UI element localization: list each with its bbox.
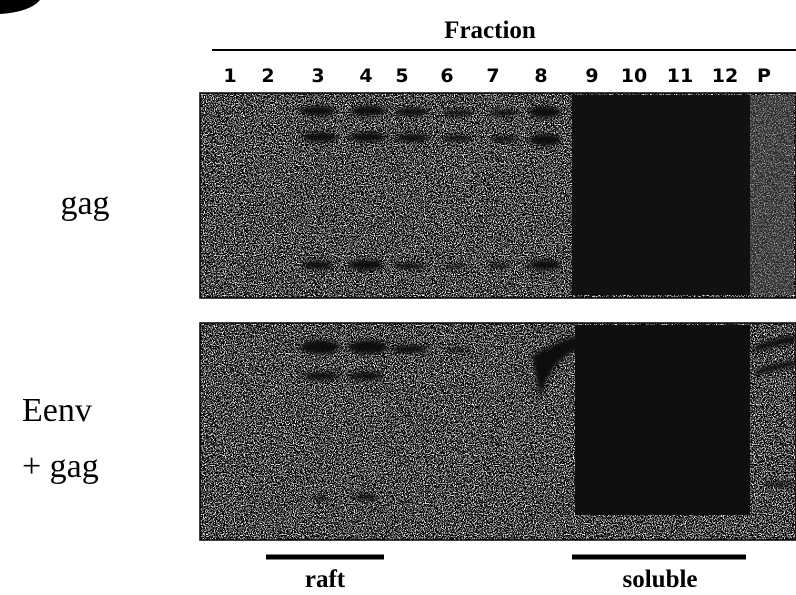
lane-label: 4 bbox=[359, 65, 372, 87]
lane-label: 7 bbox=[486, 65, 499, 87]
row-label: Eenv bbox=[22, 392, 92, 429]
gel-panel-gag bbox=[199, 92, 796, 299]
lane-label: 6 bbox=[440, 65, 453, 87]
row-label: + gag bbox=[22, 448, 99, 485]
lane-label: 11 bbox=[667, 65, 693, 87]
lane-label: P bbox=[757, 65, 771, 87]
panel-letter-fragment bbox=[0, 0, 40, 14]
lane-label: 5 bbox=[395, 65, 408, 87]
footer-label: soluble bbox=[622, 566, 697, 593]
lane-label: 12 bbox=[712, 65, 738, 87]
fraction-title: Fraction bbox=[444, 17, 536, 44]
row-label: gag bbox=[60, 185, 109, 222]
lane-label: 10 bbox=[621, 65, 647, 87]
footer-label: raft bbox=[305, 566, 346, 593]
lane-label: 1 bbox=[223, 65, 236, 87]
lane-label: 2 bbox=[261, 65, 274, 87]
lane-label: 8 bbox=[534, 65, 547, 87]
gel-panel-eenv-gag bbox=[199, 322, 796, 541]
lane-labels: 1 2 3 4 5 6 7 8 9 10 11 12 P bbox=[223, 65, 771, 87]
lane-label: 3 bbox=[311, 65, 324, 87]
lane-label: 9 bbox=[585, 65, 598, 87]
